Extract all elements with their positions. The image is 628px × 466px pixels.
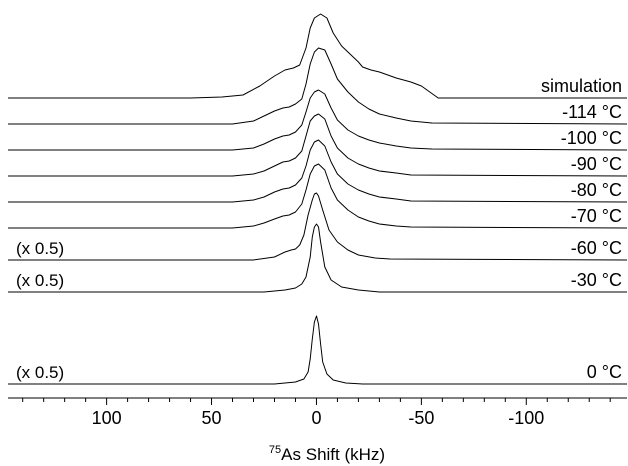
- trace-8-scale-factor: (x 0.5): [16, 363, 64, 382]
- trace-4-label: -80 °C: [571, 180, 622, 200]
- x-axis-title-superscript: 75: [269, 444, 281, 456]
- trace-1-label: -114 °C: [562, 102, 622, 122]
- trace-6-scale-factor: (x 0.5): [16, 239, 64, 258]
- x-axis-title-text: As Shift (kHz): [281, 445, 385, 464]
- trace-8-line: [8, 315, 627, 385]
- x-axis: 100 50 0 -50 -100: [8, 397, 627, 428]
- trace-5-label: -70 °C: [571, 206, 622, 226]
- trace-1-line: [8, 47, 628, 125]
- x-tick-label: -50: [408, 408, 434, 428]
- trace-7-line: [8, 223, 627, 293]
- trace-2-label: -100 °C: [561, 128, 622, 148]
- x-tick-label: 50: [202, 408, 222, 428]
- trace-7-scale-factor: (x 0.5): [16, 271, 64, 290]
- trace-labels: simulation -114 °C -100 °C -90 °C -80 °C -70 …: [16, 76, 622, 382]
- x-tick-label: -100: [508, 408, 544, 428]
- trace-6-line: [8, 192, 628, 261]
- spectra-traces: [8, 13, 628, 385]
- x-tick-label: 0: [311, 408, 321, 428]
- trace-8-label: 0 °C: [587, 362, 622, 382]
- trace-0-line: [8, 13, 627, 99]
- x-axis-title: 75As Shift (kHz): [269, 444, 385, 464]
- trace-5-line: [8, 163, 628, 229]
- trace-0-label: simulation: [541, 76, 622, 96]
- trace-7-label: -30 °C: [571, 270, 622, 290]
- trace-3-line: [8, 113, 628, 177]
- x-tick-label: 100: [92, 408, 122, 428]
- trace-6-label: -60 °C: [571, 238, 622, 258]
- trace-4-line: [8, 139, 628, 203]
- trace-3-label: -90 °C: [571, 154, 622, 174]
- trace-2-line: [8, 89, 628, 151]
